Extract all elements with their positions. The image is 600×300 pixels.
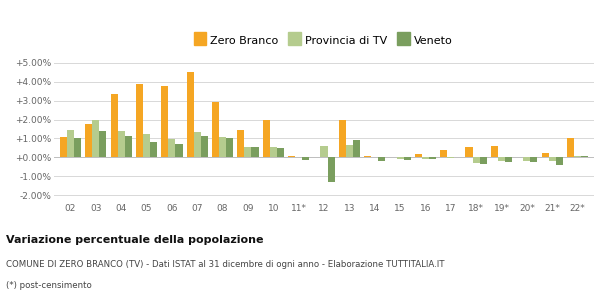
Bar bbox=[328, 158, 335, 182]
Bar bbox=[194, 132, 201, 158]
Bar bbox=[542, 153, 548, 158]
Text: COMUNE DI ZERO BRANCO (TV) - Dati ISTAT al 31 dicembre di ogni anno - Elaborazio: COMUNE DI ZERO BRANCO (TV) - Dati ISTAT … bbox=[6, 260, 445, 269]
Bar bbox=[429, 158, 436, 159]
Bar bbox=[85, 124, 92, 158]
Bar bbox=[175, 144, 182, 158]
Bar bbox=[378, 158, 385, 161]
Bar bbox=[288, 155, 295, 158]
Bar bbox=[125, 136, 132, 158]
Bar bbox=[60, 136, 67, 158]
Bar bbox=[473, 158, 479, 163]
Bar bbox=[244, 147, 251, 158]
Bar bbox=[479, 158, 487, 164]
Bar bbox=[491, 146, 498, 158]
Bar bbox=[270, 147, 277, 158]
Legend: Zero Branco, Provincia di TV, Veneto: Zero Branco, Provincia di TV, Veneto bbox=[190, 31, 458, 50]
Bar bbox=[422, 158, 429, 159]
Bar bbox=[364, 157, 371, 158]
Bar bbox=[548, 158, 556, 161]
Bar bbox=[302, 158, 309, 160]
Bar bbox=[212, 101, 219, 158]
Bar bbox=[567, 139, 574, 158]
Bar bbox=[277, 148, 284, 158]
Bar bbox=[530, 158, 538, 162]
Bar bbox=[100, 131, 106, 158]
Bar bbox=[523, 158, 530, 161]
Bar bbox=[440, 150, 447, 158]
Bar bbox=[263, 119, 270, 158]
Bar bbox=[353, 140, 360, 158]
Bar bbox=[320, 146, 328, 158]
Bar bbox=[397, 158, 404, 159]
Bar bbox=[237, 130, 244, 158]
Text: Variazione percentuale della popolazione: Variazione percentuale della popolazione bbox=[6, 235, 263, 245]
Bar bbox=[201, 136, 208, 158]
Bar bbox=[466, 147, 473, 158]
Bar bbox=[110, 94, 118, 158]
Bar bbox=[169, 140, 175, 158]
Bar bbox=[404, 158, 411, 160]
Bar bbox=[339, 121, 346, 158]
Bar bbox=[556, 158, 563, 165]
Bar bbox=[346, 145, 353, 158]
Bar bbox=[187, 72, 194, 158]
Bar bbox=[251, 147, 259, 158]
Bar bbox=[505, 158, 512, 162]
Bar bbox=[67, 130, 74, 158]
Bar bbox=[226, 137, 233, 158]
Bar bbox=[574, 155, 581, 158]
Bar bbox=[581, 155, 588, 158]
Bar bbox=[74, 139, 81, 158]
Bar bbox=[136, 85, 143, 158]
Text: (*) post-censimento: (*) post-censimento bbox=[6, 281, 92, 290]
Bar bbox=[118, 131, 125, 158]
Bar bbox=[498, 158, 505, 161]
Bar bbox=[161, 86, 169, 158]
Bar bbox=[415, 154, 422, 158]
Bar bbox=[92, 119, 100, 158]
Bar bbox=[143, 134, 150, 158]
Bar bbox=[150, 142, 157, 158]
Bar bbox=[219, 136, 226, 158]
